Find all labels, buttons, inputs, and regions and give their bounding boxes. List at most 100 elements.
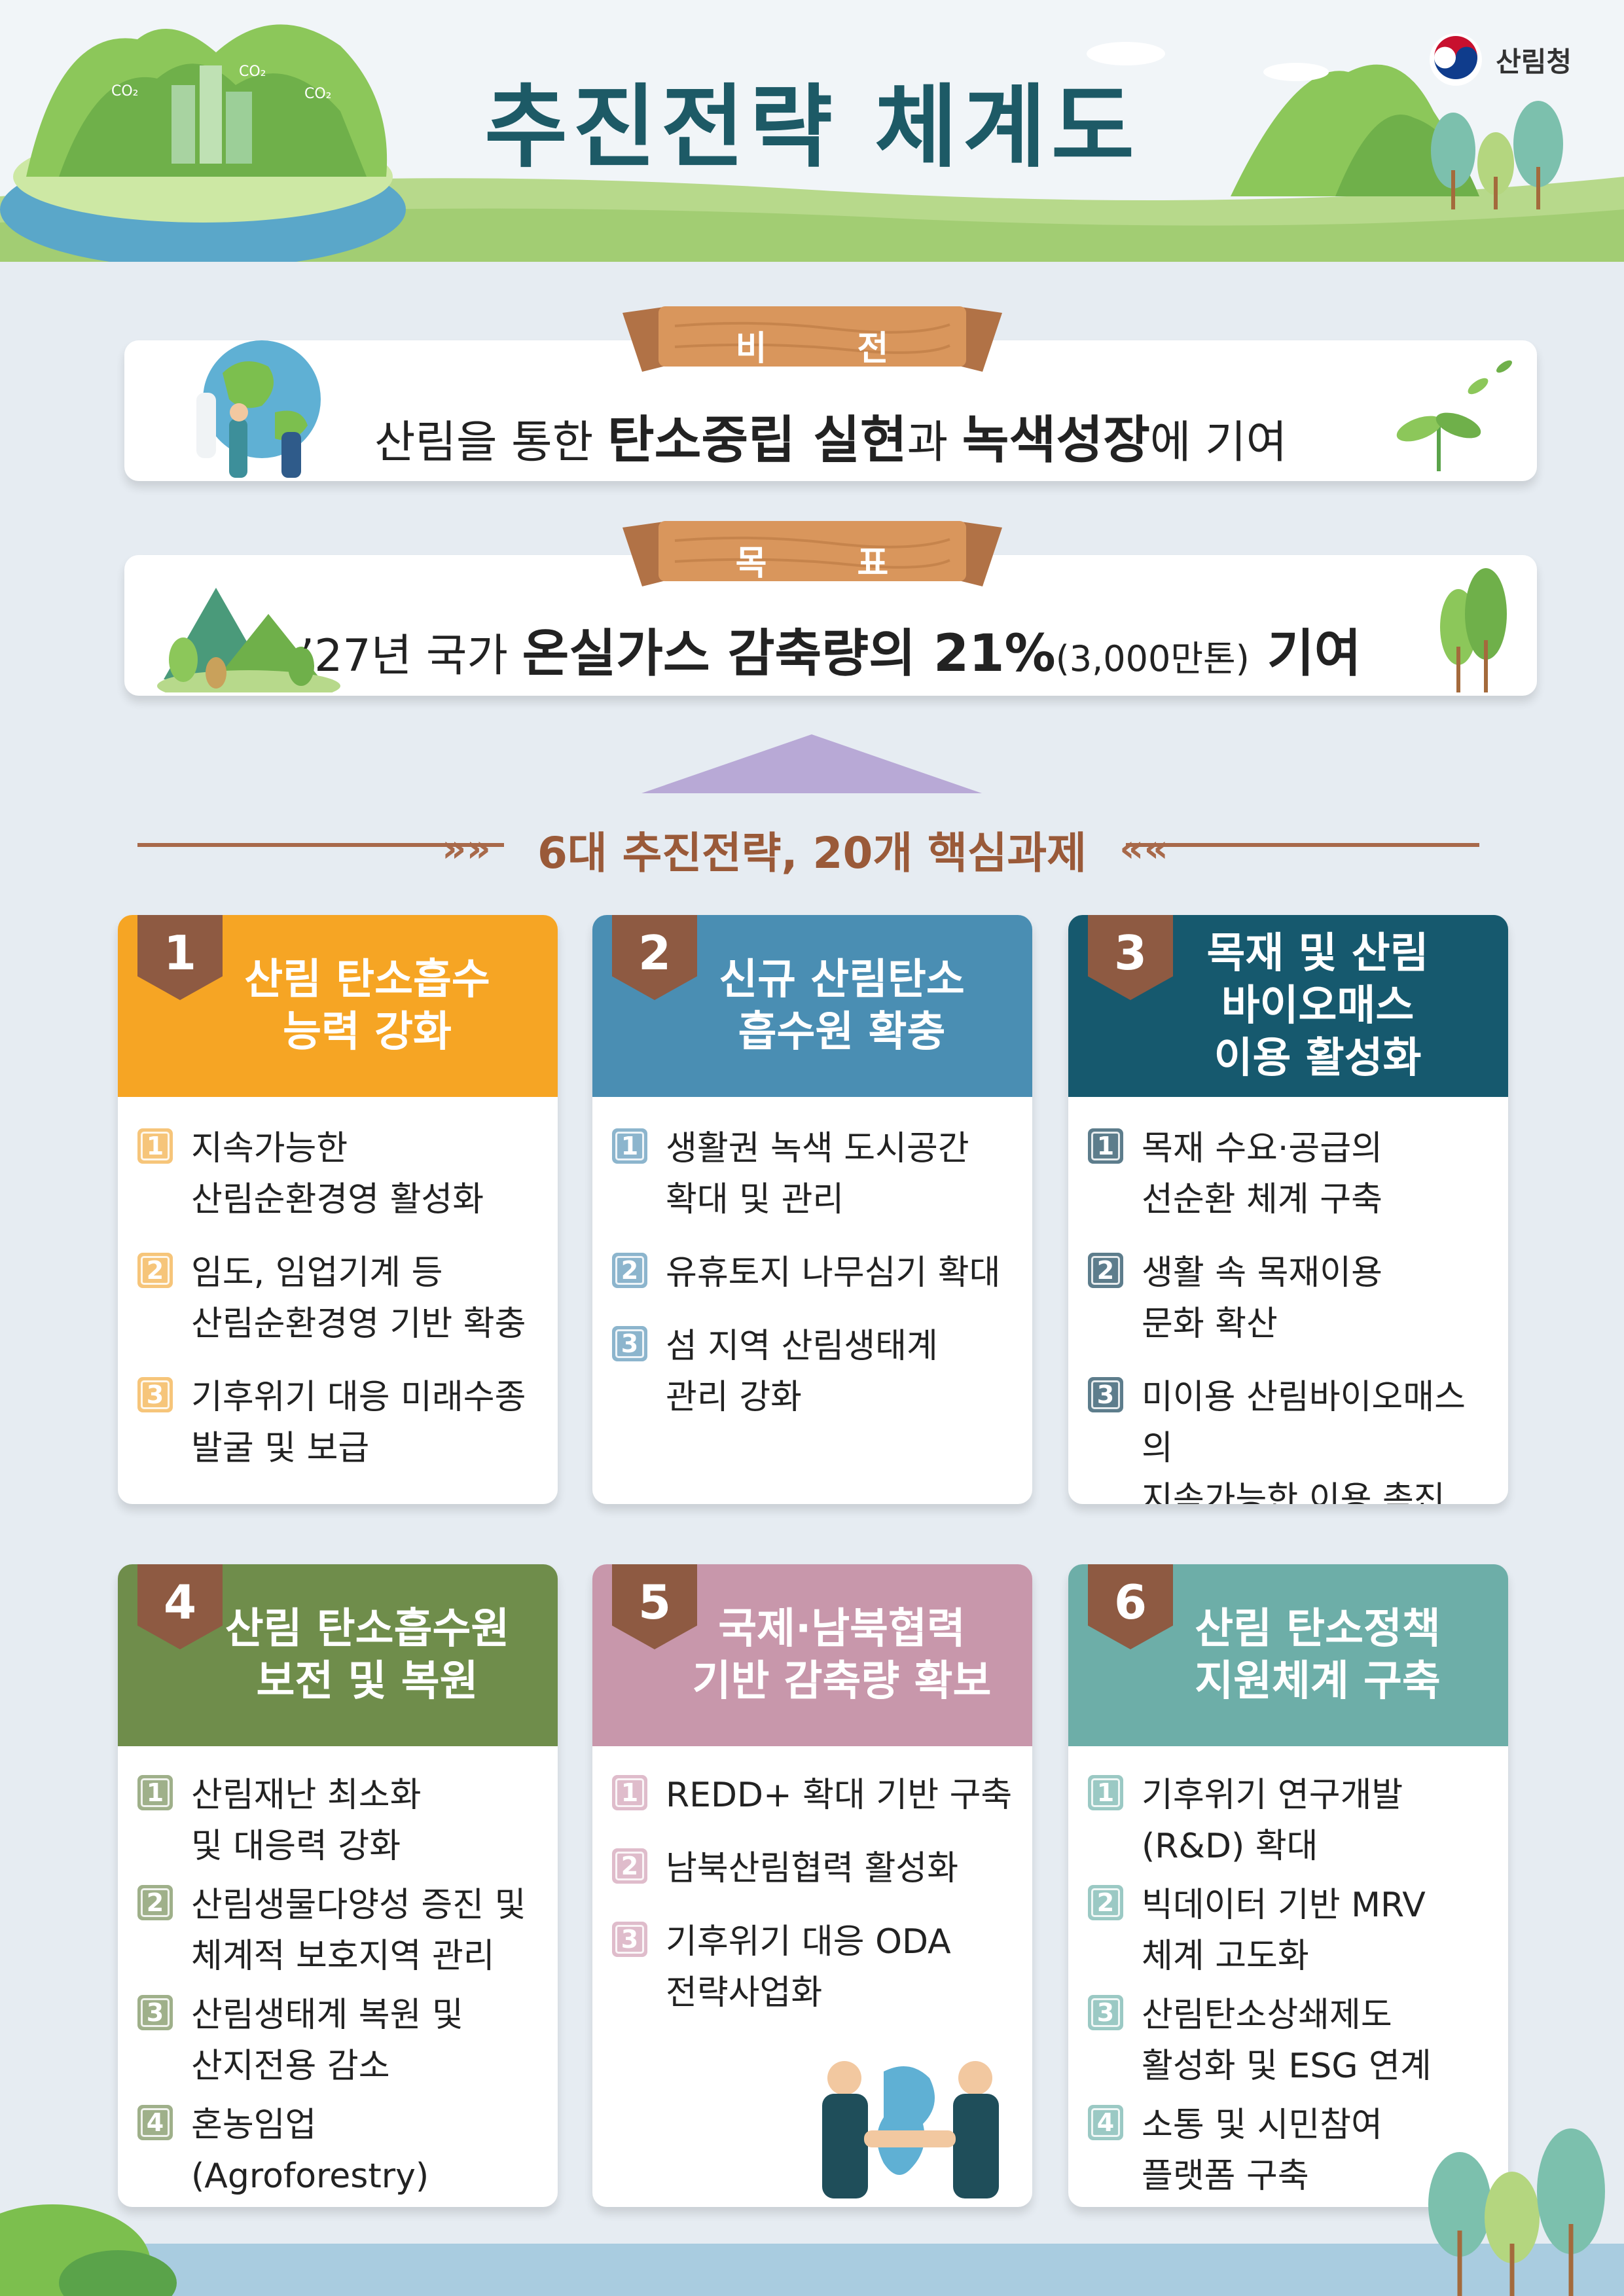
task-number-badge: 2 [612,1848,647,1884]
logo: 산림청 [1428,31,1572,88]
up-triangle-icon [641,734,982,793]
task-item: 1 목재 수요·공급의 선순환 체계 구축 [1088,1123,1492,1225]
task-text: 생활 속 목재이용 문화 확산 [1142,1253,1382,1344]
task-item: 2 생활 속 목재이용 문화 확산 [1088,1247,1492,1350]
task-number-badge: 3 [1088,1995,1123,2030]
task-number-badge: 3 [1088,1377,1123,1412]
task-text: 생활권 녹색 도시공간 확대 및 관리 [666,1129,969,1219]
task-text: 소통 및 시민참여 플랫폼 구축 [1142,2106,1382,2196]
goal-plank: 목 표 [622,521,1002,594]
page-title: 추진전략 체계도 [484,75,1140,180]
task-number-badge: 2 [1088,1253,1123,1288]
task-number-badge: 4 [1088,2105,1123,2140]
co2-label: CO₂ [304,86,332,102]
task-number-badge: 1 [1088,1128,1123,1164]
goal-text: ’27년 국가 온실가스 감축량의 21%(3,000만톤) 기여 [300,624,1362,683]
header-banner: CO₂ CO₂ CO₂ 추진전략 체계도 산림청 [0,0,1624,262]
task-number-badge: 4 [137,2105,173,2140]
task-number-badge: 1 [137,1128,173,1164]
task-item: 4 소통 및 시민참여 플랫폼 구축 [1088,2100,1492,2202]
strategy-number: 2 [612,915,697,1000]
task-text: 남북산림협력 활성화 [666,1849,959,1888]
task-number-badge: 3 [137,1377,173,1412]
globe-people-illustration [196,340,321,478]
task-text: 기후위기 연구개발 (R&D) 확대 [1142,1776,1403,1866]
mountain-tree-illustration [157,588,340,692]
strategy-header: 4 산림 탄소흡수원 보전 및 복원 [118,1564,558,1746]
heading-line-right [1126,843,1479,847]
strategy-header: 5 국제·남북협력 기반 감축량 확보 [592,1564,1032,1746]
strategy-card-1: 1 산림 탄소흡수 능력 강화 1 지속가능한 산림순환경영 활성화 2 임도, 임업기계… [118,915,558,1504]
task-list: 1 기후위기 연구개발 (R&D) 확대 2 빅데이터 기반 MRV 체계 고도화 3 산… [1068,1746,1508,2207]
strategy-card-6: 6 산림 탄소정책 지원체계 구축 1 기후위기 연구개발 (R&D) 확대 2 빅데이터… [1068,1564,1508,2207]
task-text: 산림탄소상쇄제도 활성화 및 ESG 연계 [1142,1996,1432,2086]
bottom-strip [0,2244,1624,2296]
task-item: 1 산림재난 최소화 및 대응력 강화 [137,1770,542,1872]
handshake-illustration [822,2061,999,2198]
strategy-title: 목재 및 산림 바이오매스 이용 활성화 [1206,929,1429,1083]
task-item: 2 남북산림협력 활성화 [612,1843,1017,1894]
task-text: 기후위기 대응 미래수종 발굴 및 보급 [191,1378,526,1468]
strategy-number: 1 [137,915,223,1000]
task-text: 기후위기 대응 ODA 전략사업화 [666,1922,951,2013]
task-item: 3 산림생태계 복원 및 산지전용 감소 [137,1990,542,2092]
task-number-badge: 1 [612,1128,647,1164]
task-text: 산림생물다양성 증진 및 체계적 보호지역 관리 [191,1886,526,1976]
taegeuk-logo-icon [1430,33,1483,86]
landscape-illustration: CO₂ CO₂ CO₂ [0,24,1624,262]
task-item: 4 혼농임업(Agroforestry) 활성화 [137,2100,542,2207]
vision-text: 산림을 통한 탄소중립 실현과 녹색성장에 기여 [374,411,1288,470]
strategy-header: 3 목재 및 산림 바이오매스 이용 활성화 [1068,915,1508,1097]
bush-left-icon [0,2204,177,2296]
strategy-card-5: 5 국제·남북협력 기반 감축량 확보 1 REDD+ 확대 기반 구축 2 남북산림협력… [592,1564,1032,2207]
task-text: 빅데이터 기반 MRV 체계 고도화 [1142,1886,1426,1976]
strategy-title: 산림 탄소정책 지원체계 구축 [1195,1605,1441,1706]
chevron-left-icon: «« [1119,826,1168,870]
task-number-badge: 1 [137,1775,173,1810]
task-text: 목재 수요·공급의 선순환 체계 구축 [1142,1129,1382,1219]
task-list: 1 지속가능한 산림순환경영 활성화 2 임도, 임업기계 등 산림순환경영 기반 확… [118,1097,558,1504]
task-text: REDD+ 확대 기반 구축 [666,1776,1013,1815]
task-item: 3 기후위기 대응 ODA 전략사업화 [612,1916,1017,2018]
trees-right-icon [1428,2128,1605,2296]
task-text: 섬 지역 산림생태계 관리 강화 [666,1327,938,1417]
sprout-icon [1396,360,1512,471]
section-heading: 6대 추진전략, 20개 핵심과제 [537,828,1087,878]
task-item: 2 임도, 임업기계 등 산림순환경영 기반 확충 [137,1247,542,1350]
task-item: 1 REDD+ 확대 기반 구축 [612,1770,1017,1821]
strategy-card-2: 2 신규 산림탄소 흡수원 확충 1 생활권 녹색 도시공간 확대 및 관리 2 유휴토지… [592,915,1032,1504]
task-item: 2 빅데이터 기반 MRV 체계 고도화 [1088,1880,1492,1982]
strategy-title: 신규 산림탄소 흡수원 확충 [719,956,965,1056]
task-text: 임도, 임업기계 등 산림순환경영 기반 확충 [191,1253,526,1344]
vision-plank: 비 전 [622,306,1002,380]
task-text: 지속가능한 산림순환경영 활성화 [191,1129,484,1219]
task-number-badge: 3 [612,1326,647,1361]
task-number-badge: 2 [1088,1885,1123,1920]
task-list: 1 REDD+ 확대 기반 구축 2 남북산림협력 활성화 3 기후위기 대응 ODA 전… [592,1746,1032,2054]
co2-label: CO₂ [239,63,266,80]
task-item: 1 지속가능한 산림순환경영 활성화 [137,1123,542,1225]
chevron-right-icon: »» [442,826,491,870]
task-text: 혼농임업(Agroforestry) 활성화 [191,2106,429,2196]
strategy-card-4: 4 산림 탄소흡수원 보전 및 복원 1 산림재난 최소화 및 대응력 강화 2 산림생물… [118,1564,558,2207]
strategy-number: 3 [1088,915,1173,1000]
task-number-badge: 3 [612,1922,647,1957]
strategy-number: 4 [137,1564,223,1649]
strategy-number: 6 [1088,1564,1173,1649]
strategy-header: 6 산림 탄소정책 지원체계 구축 [1068,1564,1508,1746]
task-number-badge: 2 [612,1253,647,1288]
task-item: 3 산림탄소상쇄제도 활성화 및 ESG 연계 [1088,1990,1492,2092]
co2-label: CO₂ [111,83,139,99]
task-item: 3 미이용 산림바이오매스의 지속가능한 이용 촉진 [1088,1372,1492,1504]
task-text: 미이용 산림바이오매스의 지속가능한 이용 촉진 [1142,1378,1466,1504]
task-number-badge: 1 [1088,1775,1123,1810]
strategy-header: 1 산림 탄소흡수 능력 강화 [118,915,558,1097]
task-item: 1 생활권 녹색 도시공간 확대 및 관리 [612,1123,1017,1225]
logo-text: 산림청 [1496,45,1572,78]
strategy-title: 국제·남북협력 기반 감축량 확보 [692,1605,992,1706]
strategy-number: 5 [612,1564,697,1649]
task-number-badge: 2 [137,1885,173,1920]
strategy-header: 2 신규 산림탄소 흡수원 확충 [592,915,1032,1097]
task-number-badge: 2 [137,1253,173,1288]
strategy-title: 산림 탄소흡수원 보전 및 복원 [225,1605,510,1706]
